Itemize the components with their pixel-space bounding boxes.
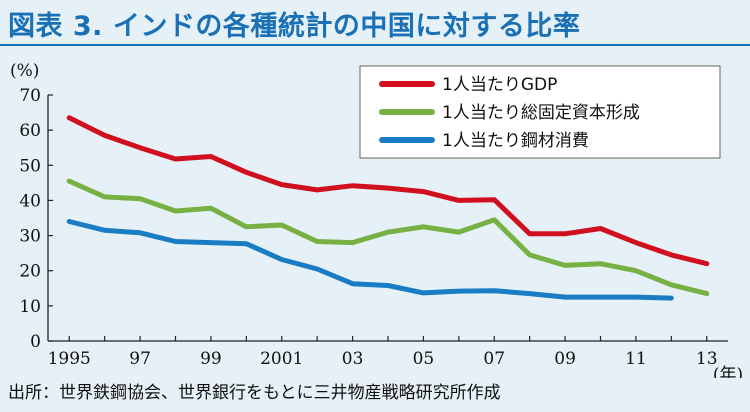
y-tick-label: 60 [19,121,41,141]
series-line [66,178,710,297]
x-tick-label: 05 [413,349,435,369]
source-note: 出所：世界鉄鋼協会、世界銀行をもとに三井物産戦略研究所作成 [8,383,501,403]
x-tick-label: 99 [200,349,222,369]
y-tick-label: 50 [19,156,41,176]
chart-title: 図表 3. インドの各種統計の中国に対する比率 [8,11,581,42]
x-tick-label: 11 [625,349,647,369]
x-tick-label: 03 [342,349,364,369]
y-axis-unit-label: (%) [10,61,39,81]
legend-label: 1人当たり鋼材消費 [442,131,589,151]
legend-label: 1人当たり総固定資本形成 [442,103,640,123]
x-tick-label: 13 [696,349,718,369]
y-tick-label: 20 [19,262,41,282]
x-tick-label: 97 [129,349,151,369]
y-tick-label: 70 [19,86,41,106]
chart-legend: 1人当たりGDP 1人当たり総固定資本形成 1人当たり鋼材消費 [359,65,721,159]
series-line [66,219,674,301]
x-tick-label: 2001 [260,349,303,369]
series-line [66,115,710,267]
x-tick-label: 1995 [48,349,91,369]
x-axis-unit-label: (年) [713,365,743,378]
chart-series [66,115,710,301]
line-chart: 0 10 20 30 40 50 60 70 (%) 1995 97 99 2001 03 05 07 09 11… [10,61,743,378]
y-tick-label: 10 [19,297,41,317]
title-divider [0,44,750,46]
x-tick-label: 09 [554,349,576,369]
y-tick-label: 30 [19,227,41,247]
y-tick-label: 0 [30,332,41,352]
legend-label: 1人当たりGDP [442,75,557,95]
y-tick-label: 40 [19,191,41,211]
chart-axes: 0 10 20 30 40 50 60 70 (%) 1995 97 99 2001 03 05 07 09 11… [10,61,743,378]
x-tick-label: 07 [483,349,505,369]
